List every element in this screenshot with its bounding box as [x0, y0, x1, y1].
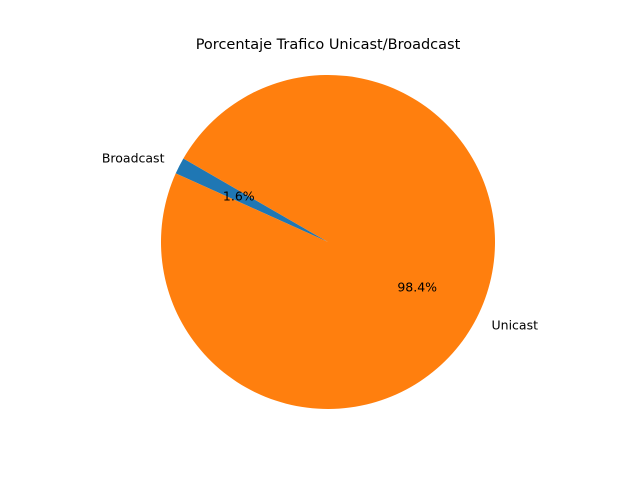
pie-slice-unicast [161, 75, 496, 409]
chart-title: Porcentaje Trafico Unicast/Broadcast [196, 37, 461, 53]
slice-label-unicast: Unicast [492, 318, 539, 333]
pie-labels: Broadcast 1.6% Unicast 98.4% [102, 150, 538, 332]
slice-label-broadcast: Broadcast [102, 150, 165, 165]
pie-slice-broadcast [175, 158, 328, 242]
slice-pct-unicast: 98.4% [397, 280, 437, 295]
pie-slices [161, 75, 496, 409]
slice-pct-broadcast: 1.6% [223, 188, 255, 203]
